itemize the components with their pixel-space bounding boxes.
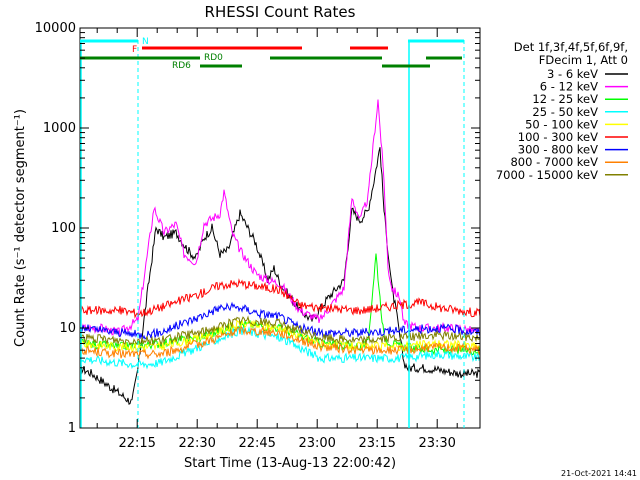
series-line-8 [79,325,481,360]
y-tick-label: 1 [68,421,76,436]
rd6-flag-label: RD6 [172,61,191,71]
legend: Det 1f,3f,4f,5f,6f,9f, FDecim 1, Att 0 3… [496,40,628,182]
plot-area [79,99,481,405]
y-axis: 1 10 100 1000 10000 [35,21,480,436]
legend-label-5: 50 - 100 keV [525,117,598,131]
legend-label-8: 800 - 7000 keV [510,155,598,169]
series-line-9 [79,315,481,347]
legend-label-4: 25 - 50 keV [532,105,598,119]
x-tick-label: 22:30 [178,436,215,451]
y-tick-label: 10 [59,321,76,336]
legend-label-1: 3 - 6 keV [547,67,598,81]
x-tick-label: 22:45 [238,436,275,451]
y-tick-label: 10000 [35,21,76,36]
x-tick-label: 23:00 [298,436,335,451]
n-flag-label: N [142,37,149,47]
legend-header-line-1: Det 1f,3f,4f,5f,6f,9f, [514,40,628,54]
chart-title: RHESSI Count Rates [205,3,356,21]
series-line-6 [79,278,481,319]
legend-label-2: 6 - 12 keV [540,80,598,94]
flags-panel: NF RD0 RD6 [80,37,465,428]
rd0-flag-label: RD0 [204,53,223,63]
legend-label-6: 100 - 300 keV [518,130,598,144]
footer-date: 21-Oct-2021 14:41 [561,469,637,478]
legend-label-3: 12 - 25 keV [532,92,598,106]
y-tick-label: 100 [51,221,76,236]
f-flag-label: F [132,45,137,55]
legend-label-7: 300 - 800 keV [518,143,598,157]
legend-label-9: 7000 - 15000 keV [496,168,598,182]
x-tick-label: 22:15 [118,436,155,451]
x-axis-label: Start Time (13-Aug-13 22:00:42) [184,456,396,471]
legend-header-line-2: FDecim 1, Att 0 [539,53,628,67]
y-axis-label: Count Rate (s⁻¹ detector segment⁻¹) [13,109,28,347]
x-tick-label: 23:15 [358,436,395,451]
series-line-5 [79,319,481,352]
x-axis: 22:15 22:30 22:45 23:00 23:15 23:30 [96,28,458,451]
y-tick-label: 1000 [43,121,76,136]
x-tick-label: 23:30 [418,436,455,451]
series-line-4 [79,325,481,370]
